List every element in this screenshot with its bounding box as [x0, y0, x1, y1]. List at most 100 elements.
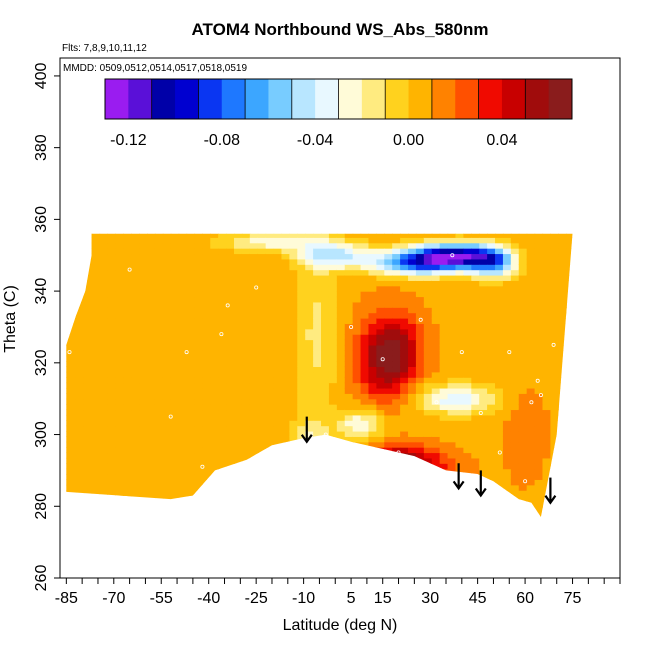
- heatmap-cell: [186, 355, 196, 362]
- heatmap-cell: [495, 242, 504, 249]
- heatmap-cell: [210, 393, 219, 400]
- heatmap-cell: [423, 318, 433, 324]
- heatmap-cell: [154, 350, 164, 357]
- heatmap-cell: [471, 264, 480, 271]
- heatmap-cell: [273, 452, 283, 459]
- heatmap-cell: [487, 430, 496, 437]
- heatmap-cell: [139, 393, 148, 400]
- heatmap-cell: [123, 318, 132, 324]
- heatmap-cell: [67, 264, 77, 271]
- heatmap-cell: [384, 242, 393, 249]
- heatmap-cell: [218, 323, 227, 330]
- heatmap-cell: [99, 361, 109, 368]
- heatmap-cell: [566, 517, 575, 523]
- heatmap-cell: [526, 264, 536, 271]
- heatmap-cell: [313, 500, 322, 507]
- heatmap-cell: [99, 441, 109, 448]
- heatmap-cell: [566, 420, 573, 427]
- heatmap-cell: [415, 393, 425, 400]
- heatmap-cell: [495, 511, 504, 517]
- colorbar-swatch: [198, 79, 223, 119]
- heatmap-cell: [352, 463, 362, 470]
- heatmap-cell: [400, 248, 409, 255]
- heatmap-cell: [178, 355, 188, 362]
- heatmap-cell: [558, 323, 567, 330]
- heatmap-cell: [502, 355, 512, 362]
- heatmap-cell: [194, 366, 203, 373]
- heatmap-cell: [226, 484, 235, 491]
- heatmap-cell: [431, 490, 441, 497]
- heatmap-cell: [463, 490, 472, 497]
- heatmap-cell: [147, 274, 156, 281]
- heatmap-cell: [226, 387, 235, 394]
- heatmap-cell: [178, 366, 188, 373]
- heatmap-cell: [162, 393, 172, 400]
- heatmap-cell: [487, 495, 496, 502]
- heatmap-cell: [510, 511, 520, 517]
- heatmap-cell: [234, 506, 243, 513]
- heatmap-cell: [75, 280, 85, 287]
- heatmap-cell: [99, 398, 109, 405]
- heatmap-cell: [542, 393, 551, 400]
- heatmap-cell: [194, 387, 203, 394]
- heatmap-cell: [170, 409, 180, 416]
- heatmap-cell: [360, 490, 370, 497]
- heatmap-cell: [376, 233, 385, 238]
- heatmap-cell: [471, 511, 480, 517]
- heatmap-cell: [194, 425, 203, 432]
- heatmap-cell: [526, 474, 536, 480]
- heatmap-cell: [210, 484, 219, 491]
- heatmap-cell: [400, 447, 409, 454]
- colorbar-swatch: [338, 79, 363, 119]
- heatmap-cell: [321, 274, 330, 281]
- heatmap-cell: [463, 484, 472, 491]
- heatmap-cell: [392, 436, 401, 443]
- heatmap-cell: [550, 366, 559, 373]
- heatmap-cell: [91, 490, 101, 497]
- heatmap-cell: [241, 393, 251, 400]
- heatmap-cell: [510, 409, 520, 416]
- heatmap-cell: [502, 463, 512, 470]
- heatmap-cell: [115, 339, 124, 346]
- heatmap-cell: [123, 269, 132, 276]
- heatmap-cell: [266, 522, 275, 528]
- heatmap-cell: [439, 264, 449, 271]
- heatmap-cell: [384, 517, 393, 523]
- heatmap-cell: [336, 291, 346, 298]
- heatmap-cell: [289, 484, 298, 491]
- heatmap-cell: [107, 312, 116, 319]
- heatmap-cell: [518, 328, 528, 335]
- heatmap-cell: [574, 275, 583, 281]
- heatmap-cell: [566, 361, 573, 368]
- heatmap-cell: [202, 258, 211, 265]
- heatmap-cell: [487, 269, 496, 276]
- heatmap-cell: [431, 291, 441, 298]
- heatmap-cell: [447, 511, 457, 517]
- heatmap-cell: [273, 377, 283, 384]
- heatmap-cell: [487, 517, 496, 523]
- heatmap-cell: [352, 457, 362, 464]
- heatmap-cell: [352, 285, 362, 292]
- heatmap-cell: [415, 307, 425, 314]
- heatmap-cell: [154, 484, 164, 491]
- heatmap-cell: [455, 447, 464, 454]
- heatmap-cell: [495, 409, 504, 416]
- heatmap-cell: [487, 258, 496, 265]
- heatmap-cell: [123, 350, 132, 357]
- heatmap-cell: [297, 495, 306, 502]
- heatmap-cell: [423, 484, 433, 491]
- heatmap-cell: [147, 307, 156, 314]
- heatmap-cell: [202, 350, 211, 357]
- heatmap-cell: [574, 452, 583, 458]
- heatmap-cell: [526, 452, 536, 459]
- heatmap-cell: [179, 522, 188, 528]
- heatmap-cell: [376, 312, 385, 319]
- heatmap-cell: [400, 350, 409, 357]
- heatmap-cell: [154, 468, 164, 475]
- heatmap-cell: [249, 344, 259, 351]
- heatmap-cell: [368, 237, 377, 244]
- heatmap-cell: [91, 371, 101, 378]
- heatmap-cell: [202, 430, 211, 437]
- heatmap-cell: [147, 312, 156, 319]
- heatmap-cell: [265, 291, 275, 298]
